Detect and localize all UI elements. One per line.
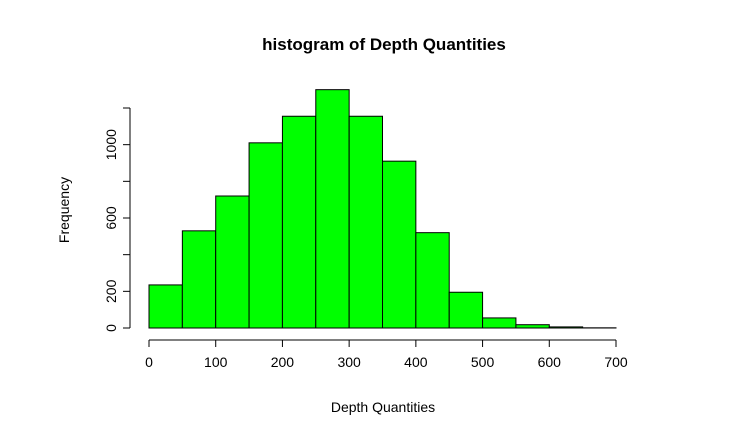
histogram-bar-10 xyxy=(482,317,517,329)
histogram-bar-1 xyxy=(181,230,217,329)
histogram-bar-5 xyxy=(315,89,350,329)
x-tick-label-200: 200 xyxy=(271,354,295,370)
y-axis-label: Frequency xyxy=(56,177,72,243)
y-tick-label-0: 0 xyxy=(103,324,119,332)
histogram-bar-4 xyxy=(281,115,317,329)
y-tick-label-1000: 1000 xyxy=(103,129,119,160)
histogram-bar-6 xyxy=(348,115,383,329)
x-axis: 0 100 200 300 400 500 600 700 xyxy=(145,339,628,370)
x-axis-label: Depth Quantities xyxy=(331,399,435,415)
histogram-bar-7 xyxy=(382,160,417,329)
x-tick-label-600: 600 xyxy=(538,354,562,370)
chart-title: histogram of Depth Quantities xyxy=(262,35,506,54)
x-tick-label-400: 400 xyxy=(404,354,428,370)
histogram-bar-0 xyxy=(148,284,183,329)
histogram-bar-11 xyxy=(515,324,550,329)
x-tick-label-100: 100 xyxy=(204,354,228,370)
x-tick-label-300: 300 xyxy=(337,354,361,370)
histogram-bar-9 xyxy=(448,291,484,329)
histogram-bar-2 xyxy=(215,195,250,329)
bars-group xyxy=(148,89,617,329)
x-tick-label-700: 700 xyxy=(604,354,628,370)
histogram-bar-12 xyxy=(548,326,584,329)
y-tick-label-600: 600 xyxy=(103,206,119,230)
x-tick-label-500: 500 xyxy=(471,354,495,370)
histogram-bar-8 xyxy=(415,232,450,329)
histogram-bar-3 xyxy=(248,142,283,329)
y-axis: 0 200 600 1000 xyxy=(103,107,131,332)
y-tick-label-200: 200 xyxy=(103,279,119,303)
x-tick-label-0: 0 xyxy=(145,354,153,370)
